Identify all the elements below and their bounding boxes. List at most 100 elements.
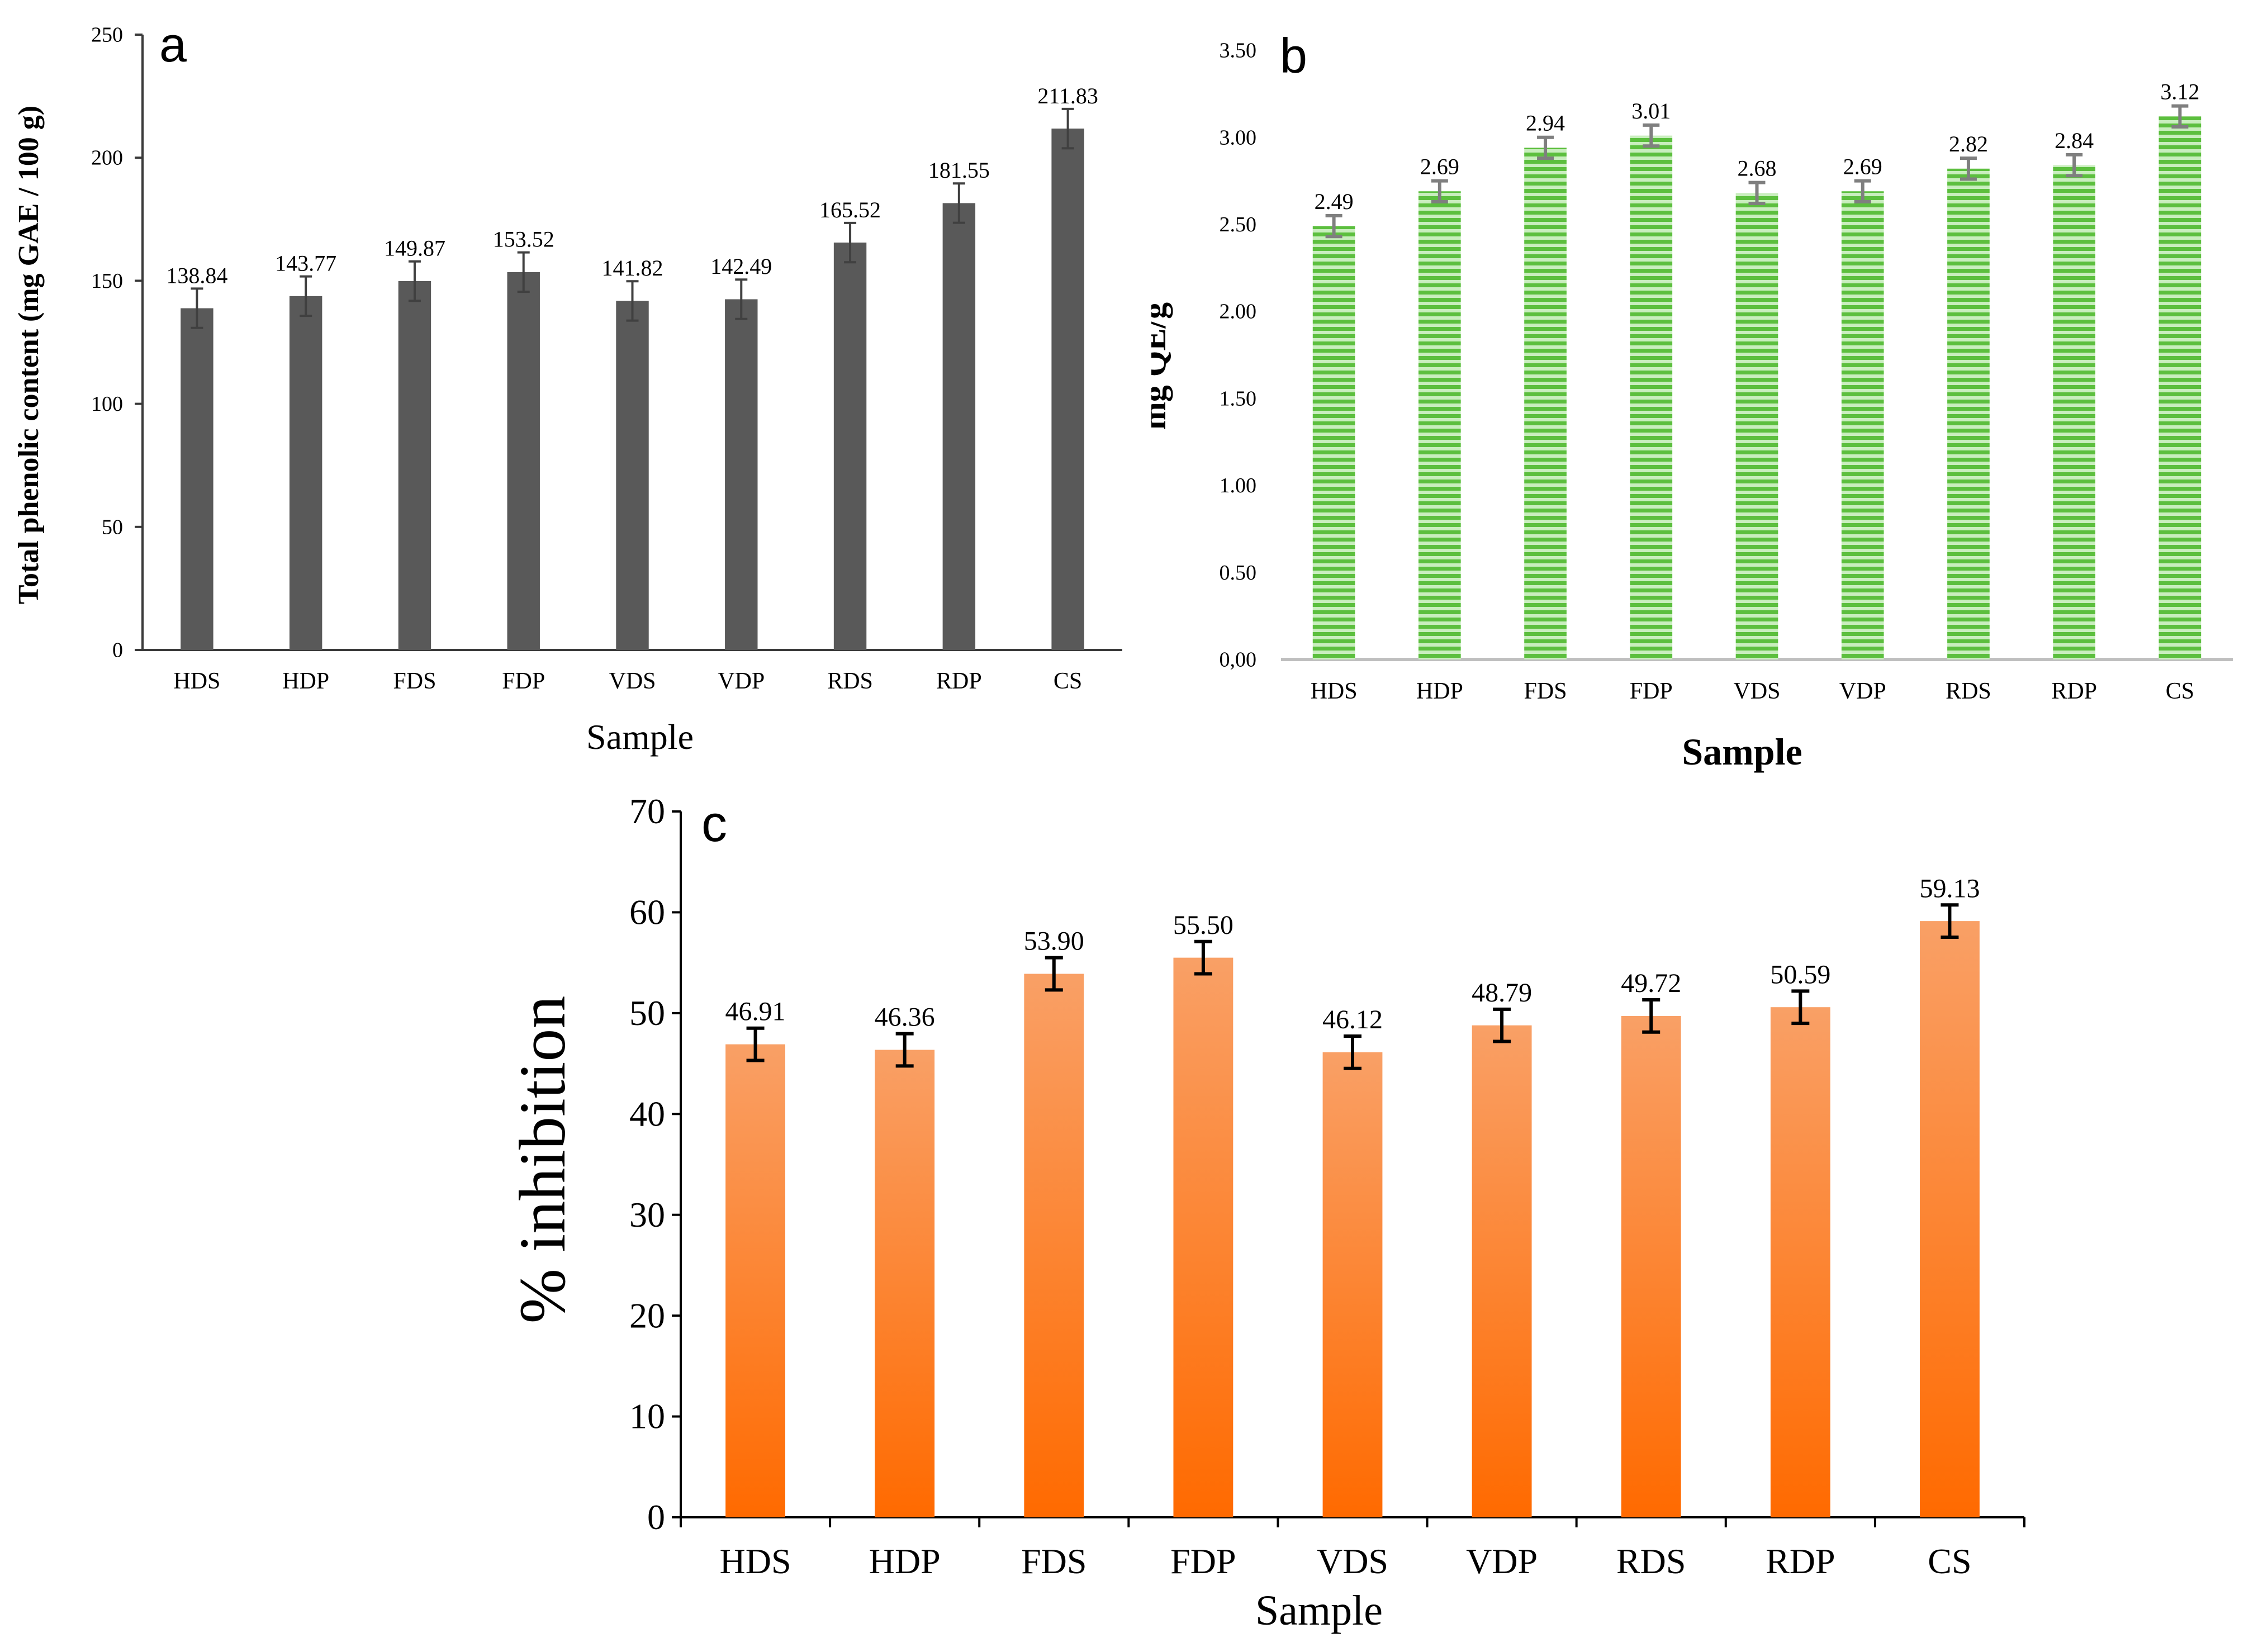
- chart-a-bar-vdp: [725, 299, 758, 650]
- chart-a-bar-fds: [398, 281, 431, 650]
- chart-b-panel-letter: b: [1280, 28, 1307, 83]
- chart-a-value-labels: 138.84 143.77 149.87 153.52 141.82 142.49 165.…: [166, 83, 1098, 288]
- chart-b-y-tick-label: 2.00: [1220, 300, 1257, 324]
- chart-b-y-axis-label: mg QE/g: [1151, 302, 1173, 430]
- chart-c-error-bar-hdp: [895, 1032, 914, 1068]
- chart-c-x-tick-label-rdp: RDP: [1766, 1541, 1835, 1581]
- chart-c-x-tick-labels: HDS HDP FDS FDP VDS VDP RDS RDP CS: [720, 1541, 1972, 1581]
- chart-c-y-tick-label: 20: [629, 1295, 665, 1335]
- chart-b-error-bars: [1325, 104, 2189, 239]
- chart-b-y-tick-label: 3.00: [1220, 126, 1257, 149]
- chart-a-value-label-fdp: 153.52: [493, 227, 554, 252]
- chart-b-error-bar-rdp: [2066, 153, 2083, 178]
- chart-c-error-bar-fds: [1045, 956, 1063, 992]
- chart-c-bar-hdp: [875, 1050, 935, 1517]
- chart-b-y-tick-label: 1.00: [1220, 474, 1257, 497]
- chart-c-error-bar-vds: [1344, 1034, 1361, 1070]
- chart-b-error-bar-hdp: [1431, 179, 1448, 203]
- chart-c-error-bar-fdp: [1194, 939, 1212, 976]
- chart-c-y-axis-label: % inhibition: [506, 996, 579, 1324]
- chart-c-bar-rdp: [1770, 1007, 1830, 1517]
- chart-b-value-label-hds: 2.49: [1315, 189, 1354, 214]
- chart-a-bar-rdp: [942, 203, 976, 650]
- chart-a-bar-hdp: [289, 296, 322, 650]
- chart-b-y-tick-label: 1.50: [1220, 387, 1257, 410]
- chart-a-value-label-rdp: 181.55: [928, 158, 990, 183]
- chart-a-x-tick-label-fdp: FDP: [502, 668, 545, 694]
- chart-a-bar-fdp: [507, 272, 540, 650]
- chart-b-x-tick-label-vdp: VDP: [1839, 678, 1886, 704]
- chart-a-x-tick-label-rdp: RDP: [936, 668, 982, 694]
- chart-b-x-tick-label-cs: CS: [2166, 678, 2194, 704]
- chart-c-bar-vdp: [1472, 1025, 1532, 1517]
- chart-b-error-bar-fds: [1537, 135, 1554, 160]
- chart-a-y-axis-label: Total phenolic content (mg GAE / 100 g): [13, 106, 45, 604]
- chart-c-value-label-rds: 49.72: [1621, 969, 1681, 998]
- chart-b-value-label-cs: 3.12: [2160, 79, 2199, 105]
- chart-a-value-label-cs: 211.83: [1037, 83, 1098, 108]
- chart-a-bar-hds: [181, 308, 214, 650]
- chart-a-y-tick-label: 250: [91, 23, 123, 47]
- chart-b-bar-vds: [1735, 193, 1778, 659]
- chart-b-value-label-rds: 2.82: [1949, 131, 1988, 156]
- chart-c-bar-vds: [1322, 1052, 1383, 1517]
- chart-c-x-tick-label-hds: HDS: [720, 1541, 791, 1581]
- chart-a-value-label-vdp: 142.49: [710, 254, 772, 279]
- chart-panel-a: a 0 50 100 150 200 250 138.84 143.77 149.87 153.…: [0, 0, 1151, 771]
- chart-c-bar-rds: [1621, 1015, 1681, 1517]
- chart-c-y-tick-label: 50: [629, 993, 665, 1033]
- chart-c-y-tick-label: 0: [647, 1497, 665, 1537]
- chart-c-y-tick-label: 60: [629, 893, 665, 932]
- chart-c-bar-hds: [725, 1044, 785, 1517]
- chart-a-y-tick-label: 200: [91, 146, 123, 170]
- chart-c-x-tick-label-fdp: FDP: [1170, 1541, 1236, 1581]
- chart-a-y-tick-label: 50: [102, 515, 123, 539]
- chart-b-value-label-hdp: 2.69: [1420, 154, 1459, 179]
- chart-c-value-label-fds: 53.90: [1024, 927, 1084, 956]
- chart-c-x-tick-label-vds: VDS: [1317, 1541, 1388, 1581]
- chart-b-value-label-fds: 2.94: [1526, 111, 1565, 136]
- chart-c-value-label-hdp: 46.36: [875, 1003, 935, 1032]
- chart-b-value-label-vdp: 2.69: [1843, 154, 1882, 179]
- chart-a-error-bar-rds: [844, 221, 857, 264]
- chart-c-bars: [725, 921, 1980, 1517]
- chart-c-value-label-vds: 46.12: [1322, 1005, 1383, 1034]
- chart-a-x-axis-label: Sample: [586, 717, 694, 757]
- chart-b-y-tick-label: 0.50: [1220, 561, 1257, 585]
- chart-a-x-tick-label-vds: VDS: [609, 668, 656, 694]
- chart-a-panel-letter: a: [159, 17, 187, 72]
- chart-c-x-tick-label-hdp: HDP: [869, 1541, 941, 1581]
- chart-b-error-bar-vds: [1748, 181, 1766, 206]
- chart-a-value-label-vds: 141.82: [602, 255, 663, 281]
- chart-b-bar-cs: [2158, 116, 2202, 660]
- chart-c-x-category-ticks: [680, 1517, 2025, 1527]
- chart-c-value-label-rdp: 50.59: [1770, 960, 1830, 989]
- chart-a-error-bar-vds: [626, 280, 639, 322]
- chart-a-error-bar-fds: [408, 260, 421, 302]
- chart-c-value-label-fdp: 55.50: [1173, 910, 1233, 940]
- chart-a-value-label-hds: 138.84: [166, 263, 227, 288]
- chart-b-bar-fdp: [1630, 135, 1673, 660]
- chart-a-x-tick-label-fds: FDS: [393, 668, 436, 694]
- chart-a-bar-vds: [616, 301, 649, 650]
- chart-a-bars: [181, 129, 1084, 650]
- chart-b-error-bar-rds: [1960, 156, 1977, 181]
- chart-c-y-ticks: 0 10 20 30 40 50 60 70: [629, 791, 681, 1537]
- chart-c-x-tick-label-cs: CS: [1928, 1541, 1971, 1581]
- chart-c-y-tick-label: 30: [629, 1195, 665, 1235]
- chart-b-x-tick-label-hds: HDS: [1311, 678, 1358, 704]
- chart-b-error-bar-fdp: [1643, 123, 1660, 148]
- chart-c-x-tick-label-rds: RDS: [1616, 1541, 1686, 1581]
- chart-b-bar-hds: [1312, 226, 1355, 659]
- chart-c-value-label-hds: 46.91: [725, 997, 786, 1027]
- chart-c-panel-letter: c: [701, 795, 727, 852]
- chart-c-value-label-cs: 59.13: [1919, 874, 1980, 903]
- chart-a-error-bar-vdp: [735, 278, 748, 320]
- chart-b-value-label-rdp: 2.84: [2055, 128, 2094, 153]
- chart-a-x-tick-labels: HDS HDP FDS FDP VDS VDP RDS RDP CS: [173, 668, 1082, 694]
- chart-c-x-tick-label-fds: FDS: [1021, 1541, 1087, 1581]
- chart-b-x-tick-labels: HDS HDP FDS FDP VDS VDP RDS RDP CS: [1311, 678, 2194, 704]
- chart-c-y-tick-label: 70: [629, 791, 665, 831]
- chart-a-error-bars: [191, 107, 1074, 329]
- chart-c-y-tick-label: 40: [629, 1094, 665, 1133]
